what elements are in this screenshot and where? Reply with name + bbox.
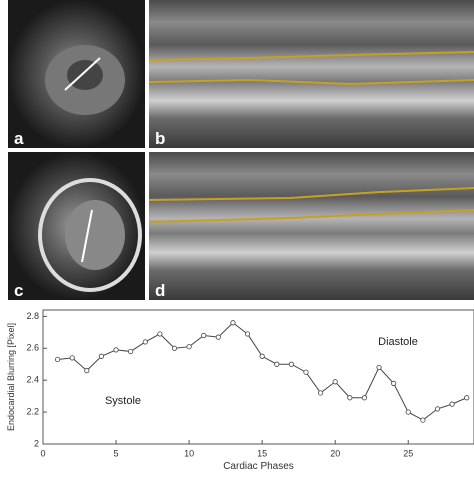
x-tick-label: 20 <box>330 448 340 458</box>
data-point <box>157 331 163 337</box>
annotation: Diastole <box>378 336 418 348</box>
y-axis-label: Endocardial Blurring [Pixel] <box>6 323 16 431</box>
y-tick-label: 2 <box>34 438 39 448</box>
data-point <box>84 368 90 374</box>
mri-images <box>8 0 474 300</box>
plot-area <box>42 309 474 445</box>
data-point <box>420 417 426 423</box>
data-point <box>361 395 368 401</box>
x-tick-label: 15 <box>257 448 267 458</box>
data-point <box>215 334 221 340</box>
data-point <box>113 347 119 353</box>
data-point <box>201 332 207 339</box>
data-point <box>55 356 61 363</box>
x-tick-label: 25 <box>403 448 413 458</box>
x-axis-label: Cardiac Phases <box>223 461 294 472</box>
data-point <box>317 390 324 396</box>
panel-label: c <box>14 281 23 300</box>
data-point <box>142 339 148 345</box>
data-point <box>303 369 309 375</box>
data-point <box>332 379 338 385</box>
data-point <box>434 406 441 412</box>
x-tick-label: 0 <box>40 448 45 458</box>
data-point <box>171 345 178 351</box>
y-tick-label: 2.8 <box>26 311 39 321</box>
data-point <box>186 344 192 350</box>
y-tick-label: 2.6 <box>26 343 39 353</box>
data-point <box>230 320 236 326</box>
data-point <box>288 361 294 367</box>
x-tick-label: 10 <box>184 448 194 458</box>
panel-label: b <box>155 129 165 148</box>
data-point <box>69 355 75 361</box>
data-point <box>449 401 455 407</box>
annotation: Systole <box>105 395 141 407</box>
data-point <box>405 409 411 415</box>
y-tick-label: 2.4 <box>26 375 39 385</box>
panel-label: d <box>155 281 165 300</box>
data-point <box>347 395 353 401</box>
data-point <box>98 353 105 359</box>
data-point <box>128 348 134 355</box>
data-point <box>274 361 280 367</box>
data-point <box>244 331 251 337</box>
y-tick-label: 2.2 <box>26 406 39 416</box>
data-point <box>376 364 382 371</box>
x-tick-label: 5 <box>114 448 119 458</box>
data-point <box>391 380 397 386</box>
data-point <box>259 353 265 359</box>
panel-label: a <box>14 129 24 148</box>
data-point <box>464 395 470 401</box>
